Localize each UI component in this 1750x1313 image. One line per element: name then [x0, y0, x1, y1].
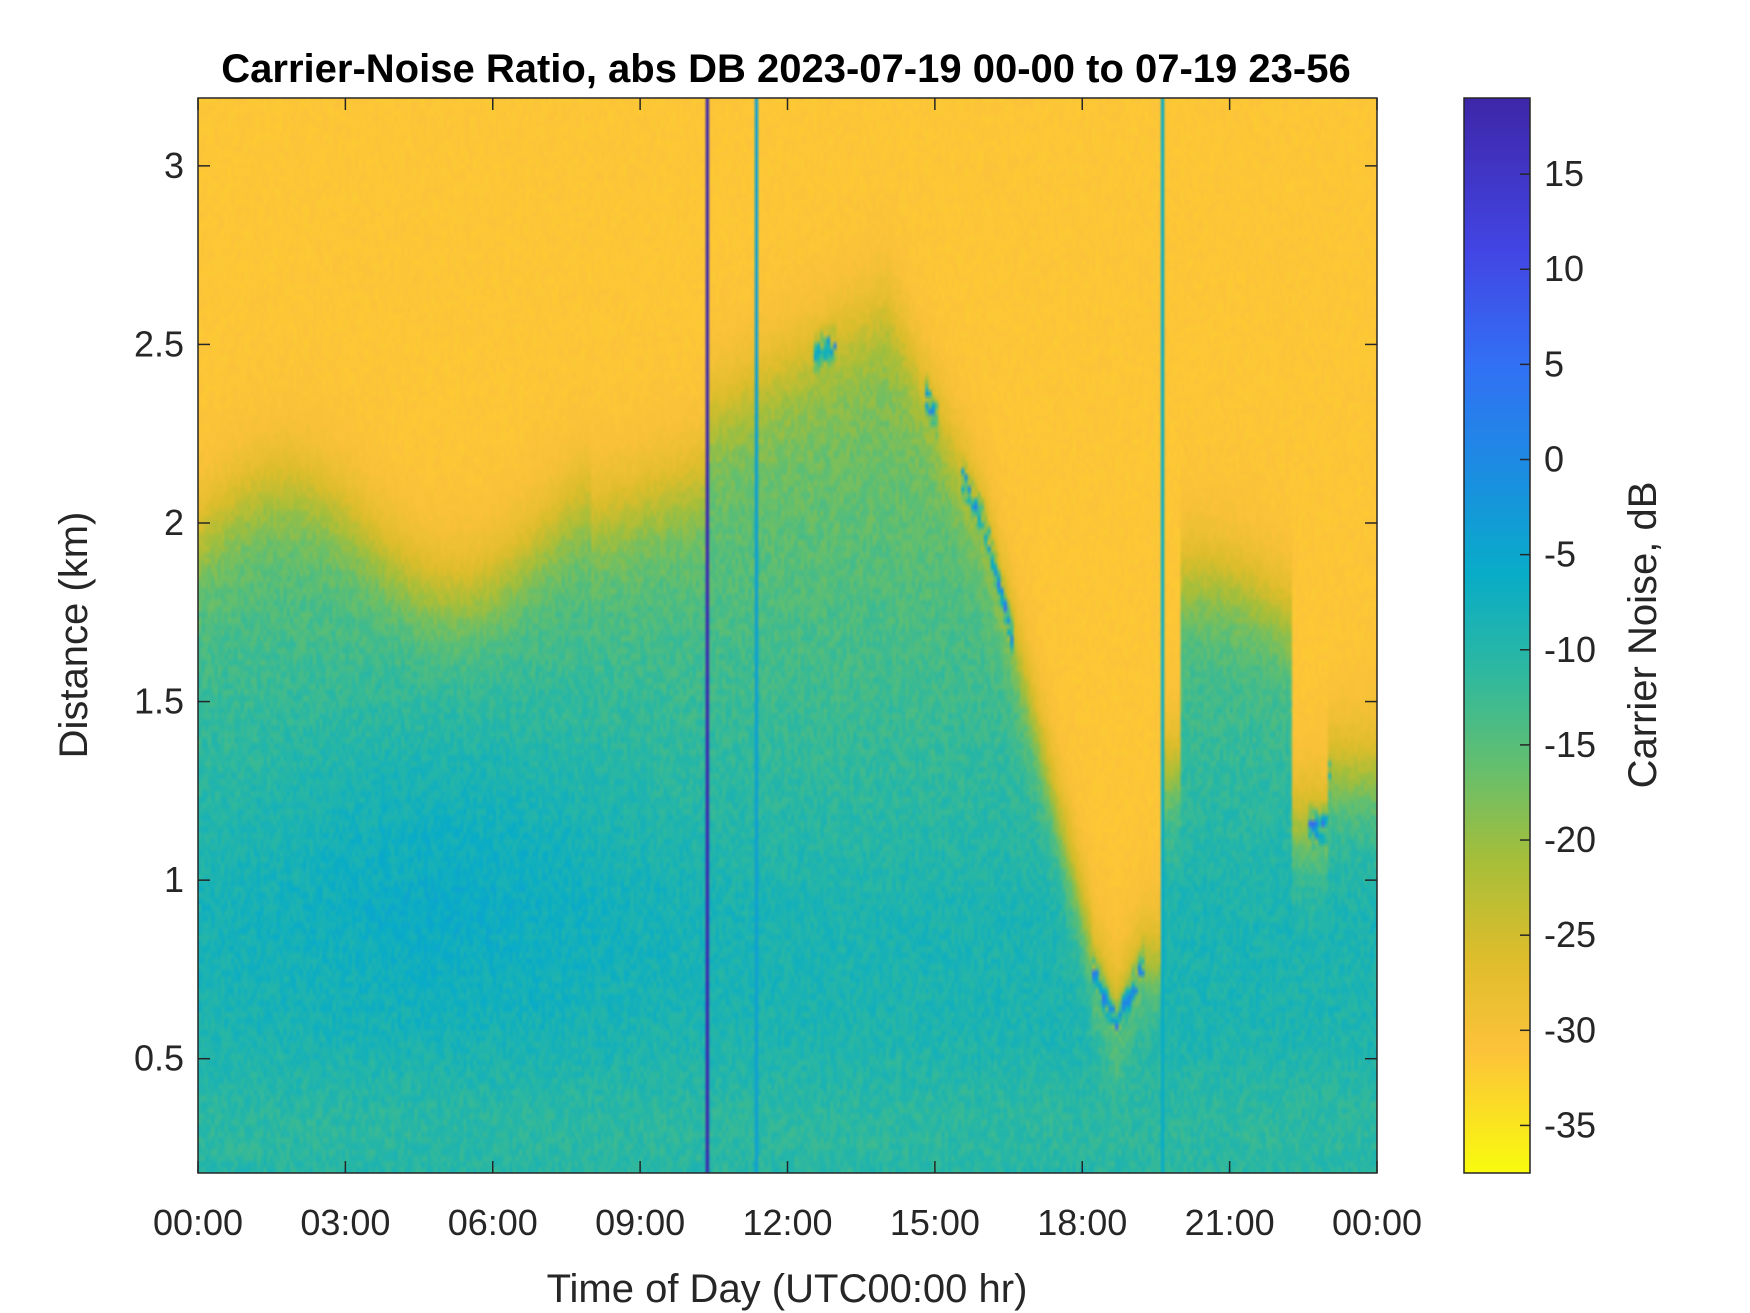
- x-tick-label: 06:00: [448, 1202, 538, 1243]
- x-tick-label: 12:00: [742, 1202, 832, 1243]
- colorbar-tick-label: -15: [1544, 724, 1596, 765]
- x-tick-label: 00:00: [153, 1202, 243, 1243]
- x-tick-label: 03:00: [300, 1202, 390, 1243]
- colorbar-tick-label: -5: [1544, 534, 1576, 575]
- y-tick-label: 2.5: [134, 323, 184, 364]
- plot-area: [197, 97, 1378, 1174]
- colorbar-tick-label: -35: [1544, 1104, 1596, 1145]
- x-tick-label: 21:00: [1185, 1202, 1275, 1243]
- colorbar-tick-label: 5: [1544, 343, 1564, 384]
- y-axis: 0.5 1 1.5 2 2.5 3: [134, 145, 1377, 1079]
- x-tick-label: 15:00: [890, 1202, 980, 1243]
- x-tick-label: 09:00: [595, 1202, 685, 1243]
- colorbar-tick-label: -25: [1544, 914, 1596, 955]
- colorbar-tick-label: 10: [1544, 248, 1584, 289]
- colorbar-tick-label: -10: [1544, 629, 1596, 670]
- colorbar-label: Carrier Noise, dB: [1621, 482, 1665, 789]
- colorbar-tick-label: -30: [1544, 1009, 1596, 1050]
- colorbar-frame: [1463, 97, 1531, 1174]
- colorbar-tick-label: 0: [1544, 439, 1564, 480]
- colorbar-tick-label: -20: [1544, 819, 1596, 860]
- heatmap-image: [198, 98, 1377, 1173]
- colorbar-tick-label: 15: [1544, 153, 1584, 194]
- y-tick-label: 1: [164, 859, 184, 900]
- x-tick-label: 18:00: [1037, 1202, 1127, 1243]
- colorbar: 15 10 5 0 -5 -10 -15 -20 -25 -30 -35: [1463, 97, 1596, 1174]
- colorbar-ticks: 15 10 5 0 -5 -10 -15 -20 -25 -30 -35: [1520, 153, 1596, 1145]
- x-axis-label: Time of Day (UTC00:00 hr): [547, 1267, 1028, 1311]
- chart-title: Carrier-Noise Ratio, abs DB 2023-07-19 0…: [221, 47, 1350, 91]
- y-tick-label: 3: [164, 145, 184, 186]
- x-tick-label: 00:00: [1332, 1202, 1422, 1243]
- y-tick-label: 0.5: [134, 1038, 184, 1079]
- y-tick-label: 1.5: [134, 681, 184, 722]
- y-tick-label: 2: [164, 502, 184, 543]
- x-axis: 00:00 03:00 06:00 09:00 12:00 15:00 18:00 21:00…: [153, 98, 1422, 1243]
- y-axis-label: Distance (km): [52, 512, 96, 759]
- colorbar-gradient: [1464, 98, 1530, 1173]
